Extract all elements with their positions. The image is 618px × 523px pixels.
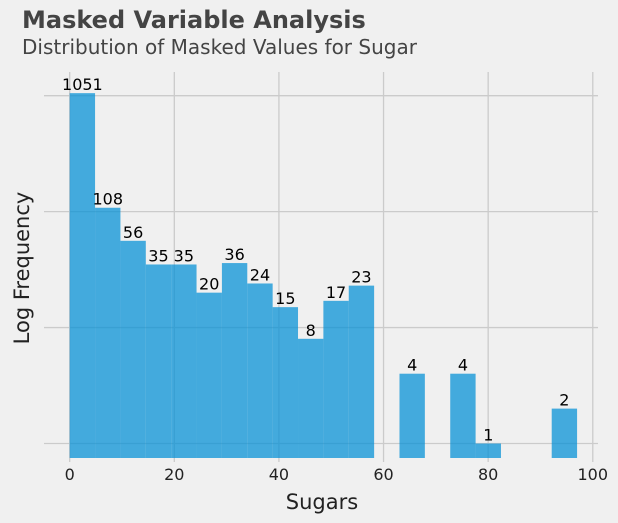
histogram-bar bbox=[196, 292, 222, 458]
histogram-bar bbox=[450, 373, 476, 458]
bar-count-label: 15 bbox=[275, 289, 295, 308]
bar-count-label: 23 bbox=[351, 268, 371, 287]
bar-count-label: 36 bbox=[224, 245, 244, 264]
x-tick-label: 0 bbox=[65, 465, 75, 484]
histogram-bar bbox=[272, 307, 299, 458]
x-tick-label: 60 bbox=[373, 465, 393, 484]
x-axis-ticks: 0 20 40 60 80 100 bbox=[65, 465, 608, 484]
histogram-bar bbox=[298, 338, 324, 458]
histogram-bar bbox=[69, 93, 96, 459]
histogram-bar bbox=[399, 373, 425, 458]
histogram-bar bbox=[145, 264, 172, 458]
histogram-bar bbox=[551, 408, 578, 458]
bar-count-label: 20 bbox=[199, 275, 219, 294]
bar-count-label: 108 bbox=[92, 190, 123, 209]
histogram-bar bbox=[221, 263, 248, 458]
bar-count-label: 4 bbox=[407, 356, 417, 375]
histogram-bar bbox=[120, 240, 146, 458]
chart-subtitle: Distribution of Masked Values for Sugar bbox=[22, 35, 417, 59]
bar-count-label: 8 bbox=[306, 321, 316, 340]
bar-count-label: 35 bbox=[174, 246, 194, 265]
y-axis-label: Log Frequency bbox=[10, 192, 34, 345]
x-tick-label: 40 bbox=[269, 465, 289, 484]
chart-title: Masked Variable Analysis bbox=[22, 6, 366, 34]
histogram-bars bbox=[69, 93, 578, 459]
bar-count-label: 56 bbox=[123, 223, 143, 242]
histogram-bar bbox=[323, 300, 349, 458]
bar-count-label: 4 bbox=[458, 356, 468, 375]
bar-count-label: 1051 bbox=[62, 75, 103, 94]
x-tick-label: 80 bbox=[478, 465, 498, 484]
histogram-bar bbox=[475, 443, 501, 458]
histogram-bar bbox=[348, 285, 375, 458]
x-tick-label: 20 bbox=[164, 465, 184, 484]
x-tick-label: 100 bbox=[577, 465, 608, 484]
bar-count-label: 17 bbox=[326, 283, 346, 302]
histogram-bar bbox=[247, 283, 273, 458]
bar-count-label: 2 bbox=[559, 391, 569, 410]
histogram-bar bbox=[95, 207, 121, 458]
bar-count-label: 35 bbox=[148, 246, 168, 265]
x-axis-label: Sugars bbox=[286, 490, 358, 514]
histogram-bar bbox=[171, 264, 197, 458]
bar-count-label: 1 bbox=[483, 426, 493, 445]
bar-count-label: 24 bbox=[250, 265, 270, 284]
